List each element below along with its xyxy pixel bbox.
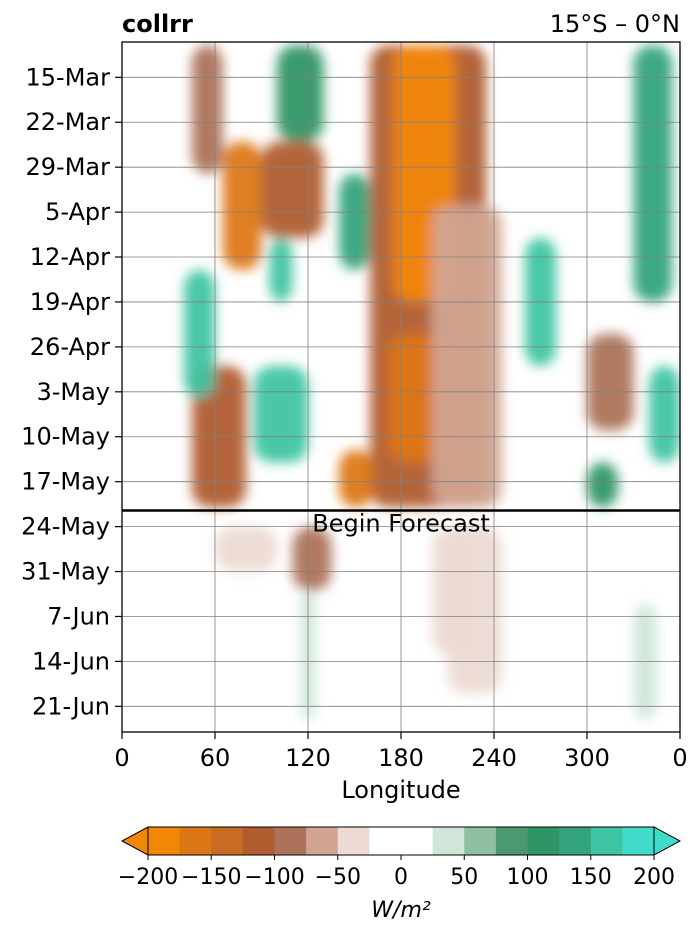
anomaly-region xyxy=(222,141,262,270)
anomaly-region xyxy=(253,366,308,463)
x-tick-label: 120 xyxy=(285,744,331,772)
anomaly-region xyxy=(388,334,445,463)
x-axis-label: Longitude xyxy=(341,776,460,804)
y-tick-label: 12-Apr xyxy=(30,243,110,271)
colorbar-over-extension xyxy=(653,826,682,856)
anomaly-region xyxy=(215,526,277,572)
colorbar-tick-label: −100 xyxy=(244,865,304,890)
y-tick-label: 29-Mar xyxy=(26,153,111,181)
anomaly-region xyxy=(447,526,502,694)
colorbar-segment xyxy=(464,827,497,855)
x-tick-label: 0 xyxy=(672,744,687,772)
colorbar-segment xyxy=(211,827,244,855)
x-axis: 0 60 120 180 240 300 0 xyxy=(114,732,688,772)
colorbar-tick-label: 200 xyxy=(633,865,675,890)
anomaly-region xyxy=(649,366,680,463)
anomaly-region xyxy=(587,334,634,431)
y-tick-label: 31-May xyxy=(21,558,110,586)
colorbar-under-extension xyxy=(120,826,149,856)
anomaly-region xyxy=(184,269,215,399)
colorbar-segment xyxy=(337,827,370,855)
y-tick-label: 3-May xyxy=(36,378,110,406)
colorbar-segment xyxy=(306,827,339,855)
x-tick-label: 60 xyxy=(200,744,231,772)
colorbar-tick-label: −200 xyxy=(118,865,178,890)
anomaly-region xyxy=(339,449,374,508)
x-tick-label: 0 xyxy=(114,744,129,772)
colorbar-segment xyxy=(495,827,528,855)
y-tick-label: 10-May xyxy=(21,423,110,451)
x-tick-label: 300 xyxy=(564,744,610,772)
y-axis: 15-Mar 22-Mar 29-Mar 5-Apr 12-Apr 19-Apr 26-Ap… xyxy=(21,63,122,720)
y-tick-label: 19-Apr xyxy=(30,288,110,316)
y-tick-label: 21-Jun xyxy=(32,692,110,720)
anomaly-region xyxy=(587,462,618,508)
colorbar-segment xyxy=(590,827,623,855)
anomaly-region xyxy=(261,141,324,238)
colorbar-segment xyxy=(432,827,465,855)
y-tick-label: 24-May xyxy=(21,513,110,541)
title-left: collrr xyxy=(122,10,193,38)
y-tick-label: 15-Mar xyxy=(26,63,111,91)
y-tick-label: 26-Apr xyxy=(30,333,110,361)
colorbar-tick-label: 100 xyxy=(507,865,549,890)
colorbar: −200 −150 −100 −50 0 50 100 150 200 xyxy=(118,826,682,890)
anomaly-region xyxy=(269,237,293,302)
colorbar-segment xyxy=(242,827,275,855)
colorbar-segment xyxy=(179,827,212,855)
colorbar-tick-label: −50 xyxy=(315,865,361,890)
colorbar-tick-label: −150 xyxy=(181,865,241,890)
colorbar-segment xyxy=(274,827,307,855)
colorbar-segment xyxy=(559,827,592,855)
colorbar-segment xyxy=(148,827,181,855)
colorbar-segment xyxy=(369,827,434,855)
anomaly-region xyxy=(191,45,223,174)
colorbar-segment xyxy=(527,827,560,855)
title-right: 15°S – 0°N xyxy=(550,10,680,38)
y-tick-label: 5-Apr xyxy=(45,198,110,226)
x-tick-label: 240 xyxy=(471,744,517,772)
anomaly-region xyxy=(633,45,673,302)
colorbar-segment xyxy=(622,827,655,855)
y-tick-label: 14-Jun xyxy=(32,647,110,675)
anomaly-region xyxy=(277,45,324,142)
y-tick-label: 7-Jun xyxy=(47,602,110,630)
anomaly-region xyxy=(292,526,332,591)
colorbar-label: W/m² xyxy=(371,898,431,923)
colorbar-tick-label: 0 xyxy=(394,865,408,890)
anomaly-region xyxy=(339,173,370,270)
plot-area: Begin Forecast xyxy=(121,41,681,733)
forecast-annotation: Begin Forecast xyxy=(312,510,490,538)
colorbar-tick-label: 50 xyxy=(450,865,478,890)
colorbar-tick-label: 150 xyxy=(570,865,612,890)
x-tick-label: 180 xyxy=(378,744,424,772)
anomaly-region xyxy=(432,205,502,508)
y-tick-label: 17-May xyxy=(21,468,110,496)
y-tick-label: 22-Mar xyxy=(26,108,111,136)
